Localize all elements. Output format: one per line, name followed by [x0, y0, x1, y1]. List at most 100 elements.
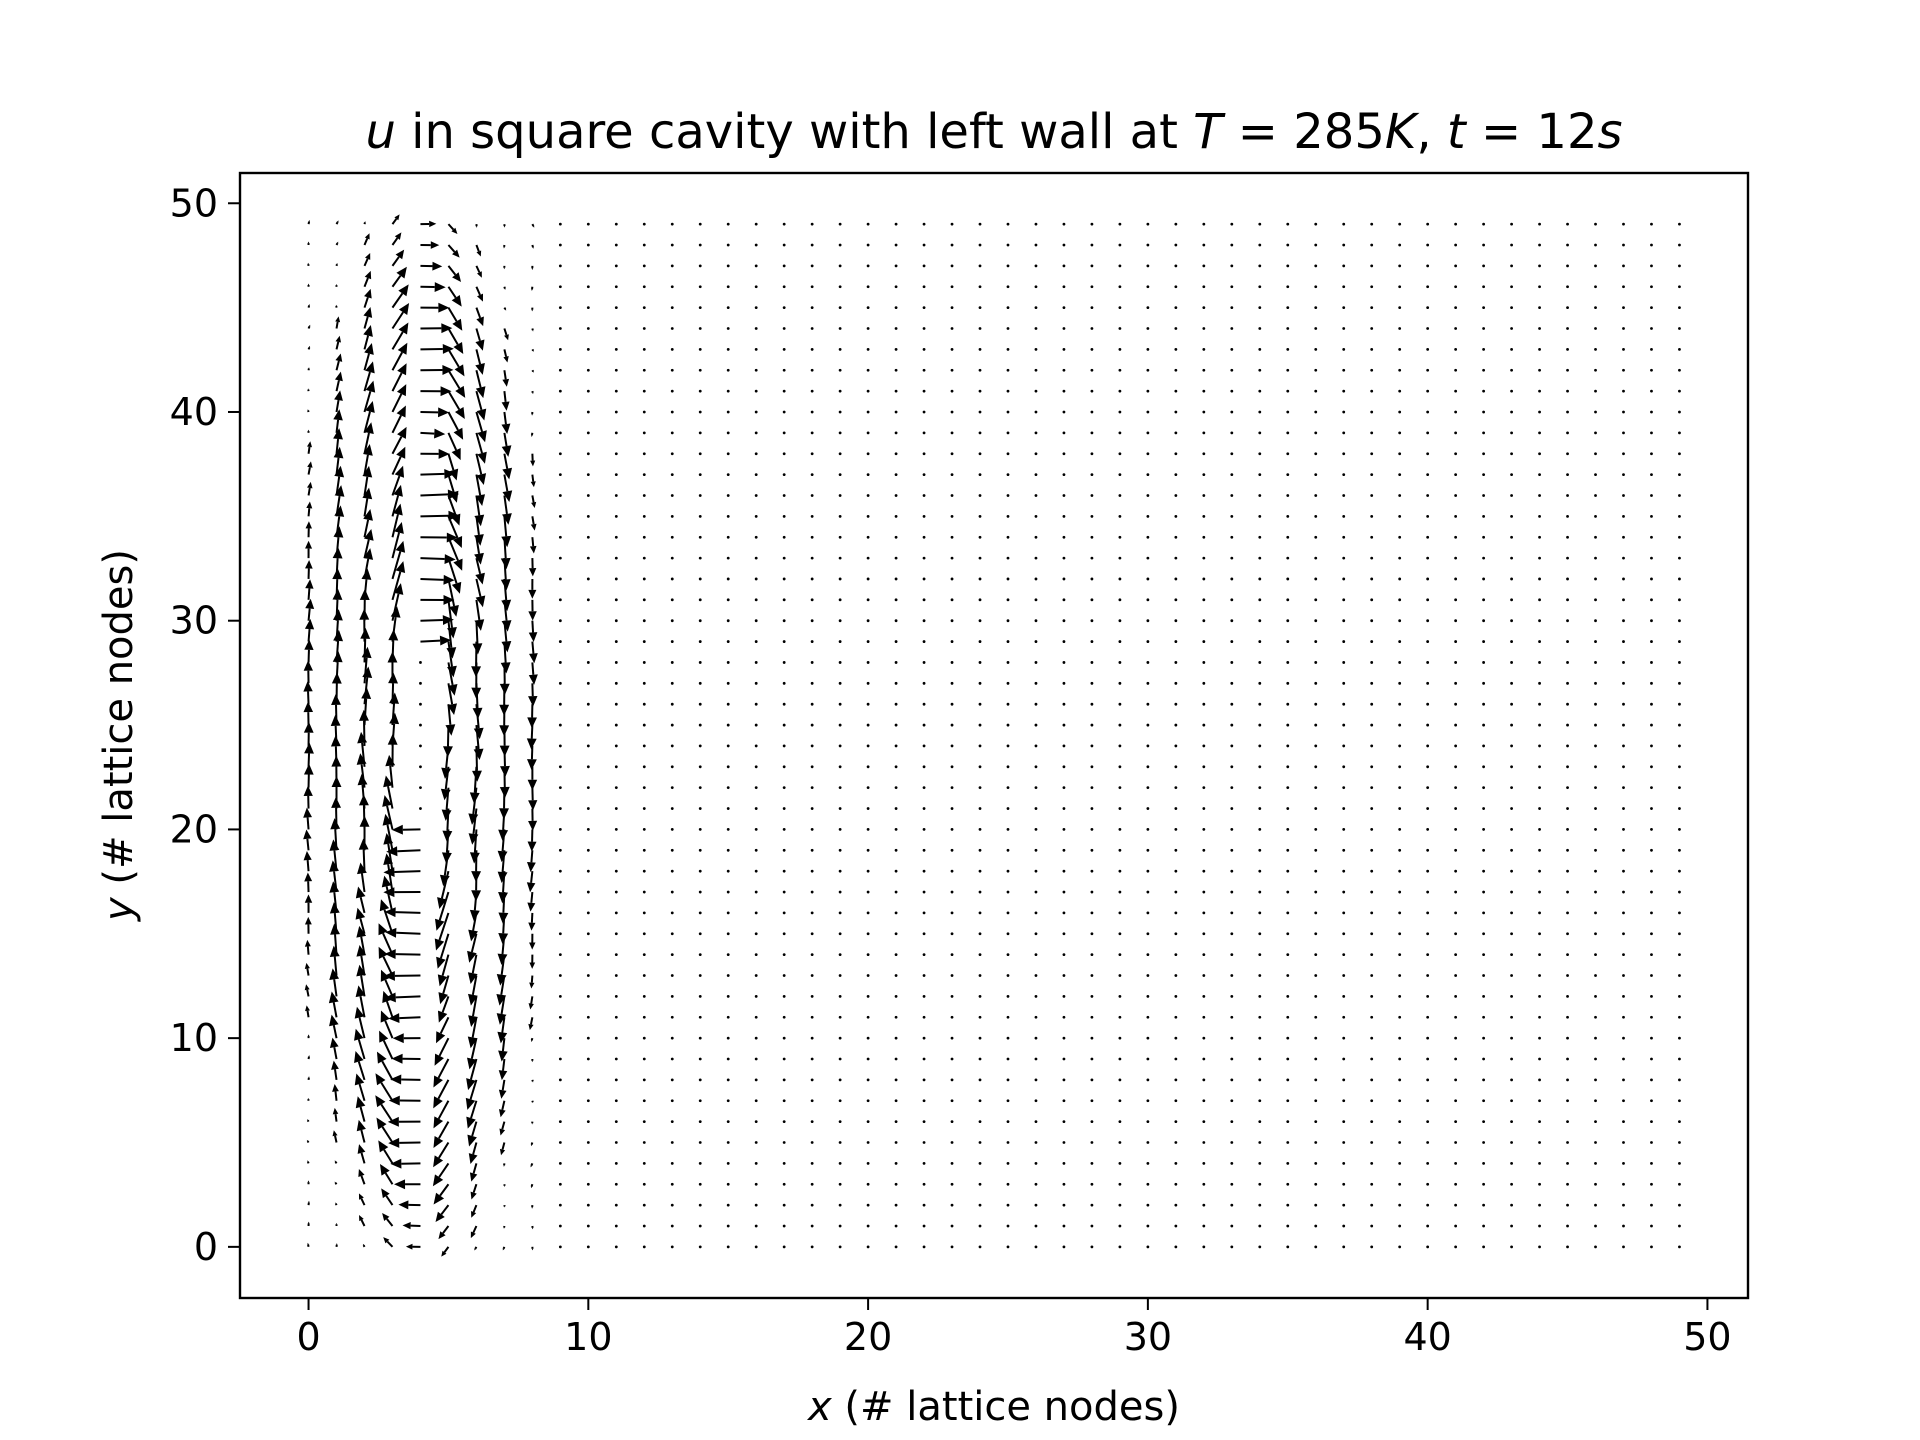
vector-dot	[1650, 974, 1653, 977]
vector-arrow	[306, 989, 310, 997]
vector-dot	[698, 1203, 702, 1207]
vector-dot	[810, 932, 814, 936]
vector-dot	[810, 452, 814, 456]
vector-dot	[1510, 1245, 1513, 1249]
vector-arrow	[333, 1047, 338, 1060]
vector-dot	[1650, 953, 1653, 957]
vector-dot	[1370, 911, 1374, 915]
vector-arrowhead	[469, 792, 480, 804]
vector-dot	[1426, 473, 1430, 477]
vector-dot	[1510, 577, 1513, 581]
vector-dot	[1034, 661, 1038, 664]
vector-dot	[1510, 598, 1513, 602]
vector-dot	[614, 828, 618, 831]
vector-arrowhead	[476, 473, 487, 486]
vector-dot	[1650, 911, 1653, 915]
vector-arrowhead	[472, 770, 482, 782]
vector-dot	[1510, 285, 1513, 289]
vector-arrow	[360, 764, 366, 788]
title-part: s	[1598, 104, 1623, 160]
vector-arrow	[391, 275, 402, 288]
vector-dot	[1062, 953, 1066, 957]
vector-dot	[1286, 1161, 1290, 1165]
vector-dot	[1342, 994, 1346, 998]
vector-dot	[950, 306, 954, 310]
vector-dot	[1342, 452, 1346, 456]
vector-dot	[1622, 848, 1625, 852]
vector-dot	[1062, 514, 1066, 518]
vector-arrow	[438, 891, 450, 921]
vector-dot	[1594, 535, 1597, 539]
vector-arrow	[531, 223, 535, 227]
vector-dot	[1510, 1057, 1513, 1061]
vector-arrowhead	[503, 225, 506, 228]
vector-dot	[1426, 1078, 1430, 1082]
vector-dot	[1090, 974, 1094, 977]
vector-dot	[1454, 702, 1458, 706]
vector-dot	[1034, 598, 1038, 602]
vector-dot	[558, 807, 562, 810]
vector-arrowhead	[331, 1060, 339, 1070]
vector-arrow	[447, 348, 460, 368]
vector-arrow	[332, 1002, 338, 1018]
vector-dot	[1314, 598, 1318, 602]
vector-arrowhead	[402, 1222, 411, 1230]
vector-dot	[670, 953, 674, 957]
vector-dot	[978, 661, 982, 664]
vector-dot	[1566, 473, 1569, 477]
vector-arrowhead	[382, 795, 392, 807]
vector-dot	[586, 389, 590, 393]
vector-arrow	[335, 579, 339, 600]
vector-dot	[1258, 681, 1262, 685]
vector-arrowhead	[468, 1153, 478, 1165]
vector-dot	[1062, 306, 1066, 310]
vector-arrow	[437, 1058, 450, 1079]
vector-arrowhead	[356, 1119, 366, 1132]
vector-dot	[1146, 1203, 1150, 1207]
vector-dot	[1678, 619, 1681, 623]
vector-dot	[1510, 494, 1513, 497]
vector-arrow	[447, 327, 459, 346]
vector-dot	[670, 1182, 674, 1186]
vector-arrow	[363, 258, 369, 267]
x-tick-label: 10	[564, 1315, 612, 1359]
vector-dot	[1230, 744, 1234, 748]
vector-dot	[1398, 765, 1402, 769]
vector-arrowhead	[364, 270, 372, 280]
vector-dot	[642, 1120, 646, 1124]
vector-dot	[1090, 285, 1094, 289]
vector-dot	[754, 389, 758, 393]
vector-dot	[1174, 890, 1178, 894]
vector-dot	[978, 1078, 982, 1082]
vector-dot	[1090, 1036, 1094, 1040]
vector-dot	[950, 577, 954, 581]
vector-arrowhead	[436, 1031, 446, 1044]
vector-dot	[1034, 974, 1038, 977]
vector-dot	[1566, 556, 1569, 560]
vector-arrow	[334, 828, 338, 851]
vector-dot	[1370, 1182, 1374, 1186]
vector-dot	[922, 807, 926, 810]
vector-dot	[1202, 306, 1206, 310]
vector-dot	[922, 911, 926, 915]
vector-dot	[1202, 994, 1206, 998]
vector-arrow	[391, 616, 397, 642]
vector-dot	[1174, 1203, 1178, 1207]
vector-arrowhead	[502, 1248, 505, 1251]
vector-dot	[1398, 368, 1402, 372]
vector-dot	[1426, 765, 1430, 769]
vector-dot	[1286, 994, 1290, 998]
vector-arrow	[391, 456, 402, 476]
vector-arrowhead	[442, 365, 454, 375]
vector-dot	[1538, 535, 1541, 539]
vector-dot	[1202, 347, 1206, 351]
vector-dot	[1146, 347, 1150, 351]
vector-arrowhead	[433, 1096, 443, 1109]
vector-arrowhead	[451, 513, 461, 526]
vector-dot	[1594, 640, 1597, 643]
vector-dot	[838, 306, 842, 310]
vector-dot	[950, 1203, 954, 1207]
vector-arrowhead	[471, 871, 482, 883]
vector-dot	[894, 494, 898, 497]
vector-dot	[838, 890, 842, 894]
